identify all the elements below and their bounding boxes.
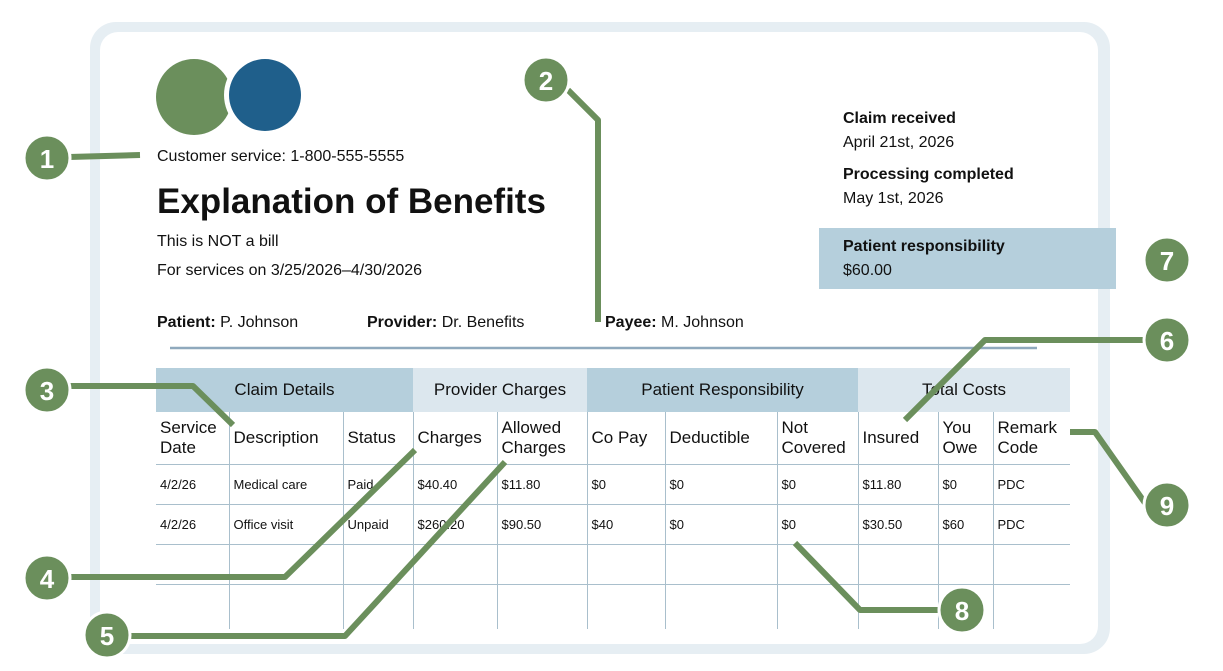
callout-badge <box>22 553 72 603</box>
callout-number: 6 <box>1160 326 1174 356</box>
cell: 4/2/26 <box>156 464 230 505</box>
empty-cell <box>857 544 939 585</box>
column-row: Service Date Description Status Charges Allo… <box>156 412 1071 465</box>
empty-cell <box>496 584 588 629</box>
note: This is NOT a bill <box>157 233 279 250</box>
cell: $260.20 <box>412 504 498 545</box>
callout-badge <box>937 585 987 635</box>
empty-cell <box>496 544 588 585</box>
callout-badge <box>1142 235 1192 285</box>
callout-number: 5 <box>100 621 114 651</box>
group-header: Total Costs <box>858 368 1071 412</box>
value: Dr. Benefits <box>441 314 525 331</box>
empty-row <box>156 544 1071 585</box>
value: P. Johnson <box>220 314 299 331</box>
cell: $0 <box>937 464 994 505</box>
empty-cell <box>992 544 1071 585</box>
callout-number: 2 <box>539 66 553 96</box>
cell: $90.50 <box>496 504 588 545</box>
completed: May 1st, 2026 <box>843 190 944 207</box>
leader <box>1070 429 1148 505</box>
data-row: 4/2/26 Office visit Unpaid $260.20 $90.50 $40… <box>156 504 1071 545</box>
title: Explanation of Benefits <box>157 182 546 221</box>
cell: PDC <box>992 464 1071 505</box>
received-label: Claim received <box>843 110 956 127</box>
leader <box>69 383 236 428</box>
column-header: Charges <box>412 412 498 465</box>
cell: $0 <box>776 464 859 505</box>
column-header: Status <box>342 412 414 465</box>
value: M. Johnson <box>661 314 744 331</box>
service-dates: For services on 3/25/2026–4/30/2026 <box>157 262 423 279</box>
label: Payee: <box>605 314 657 331</box>
empty-cell <box>664 584 778 629</box>
callout-badge <box>1142 315 1192 365</box>
empty-cell <box>937 544 994 585</box>
callout-badge <box>521 55 571 105</box>
logo-blue <box>229 59 301 131</box>
cell: $0 <box>664 504 778 545</box>
cell: Medical care <box>228 464 344 505</box>
group-header: Provider Charges <box>413 368 587 412</box>
provider: Provider: Dr. Benefits <box>367 314 524 332</box>
cell: Unpaid <box>342 504 414 545</box>
label: Patient: <box>157 314 216 331</box>
callout-badge <box>22 133 72 183</box>
column-header: Deductible <box>664 412 778 465</box>
empty-cell <box>992 584 1071 629</box>
column-header: Remark Code <box>992 412 1071 465</box>
empty-cell <box>664 544 778 585</box>
callout-badge <box>82 610 132 660</box>
leader <box>902 337 1145 423</box>
cell: $11.80 <box>496 464 588 505</box>
callout-number: 4 <box>40 564 55 594</box>
column-header: Service Date <box>156 412 230 465</box>
responsibility: $60.00 <box>843 262 892 279</box>
leader <box>565 87 601 322</box>
callout-number: 8 <box>955 596 969 626</box>
cell: $60 <box>937 504 994 545</box>
leader <box>792 540 940 613</box>
leader <box>68 152 141 160</box>
leader <box>69 447 418 580</box>
column-header: Description <box>228 412 344 465</box>
cell: $0 <box>586 464 666 505</box>
empty-cell <box>586 584 666 629</box>
received: April 21st, 2026 <box>843 134 955 151</box>
callout-number: 3 <box>40 376 54 406</box>
cell: Office visit <box>228 504 344 545</box>
empty-cell <box>586 544 666 585</box>
responsibility-box <box>819 228 1116 289</box>
group-header: Patient Responsibility <box>587 368 858 412</box>
cell: $0 <box>776 504 859 545</box>
logo-green <box>156 59 232 135</box>
responsibility-label: Patient responsibility <box>843 238 1005 255</box>
callout-number: 1 <box>40 144 54 174</box>
eob-table: Claim Details Provider Charges Patient Res… <box>156 368 1071 629</box>
callout-number: 9 <box>1160 491 1174 521</box>
completed-label: Processing completed <box>843 166 1014 183</box>
callout-number: 7 <box>1160 246 1174 276</box>
customer-service: Customer service: 1-800-555-5555 <box>157 148 405 165</box>
patient: Patient: P. Johnson <box>157 314 298 332</box>
cell: $30.50 <box>857 504 939 545</box>
column-header: Not Covered <box>776 412 859 465</box>
callout-badge <box>22 365 72 415</box>
payee: Payee: M. Johnson <box>605 314 744 332</box>
empty-cell <box>156 584 230 629</box>
column-header: You Owe <box>937 412 994 465</box>
column-header: Co Pay <box>586 412 666 465</box>
empty-cell <box>228 584 344 629</box>
label: Provider: <box>367 314 438 331</box>
leader <box>129 459 508 639</box>
cell: PDC <box>992 504 1071 545</box>
callout-badge <box>1142 480 1192 530</box>
